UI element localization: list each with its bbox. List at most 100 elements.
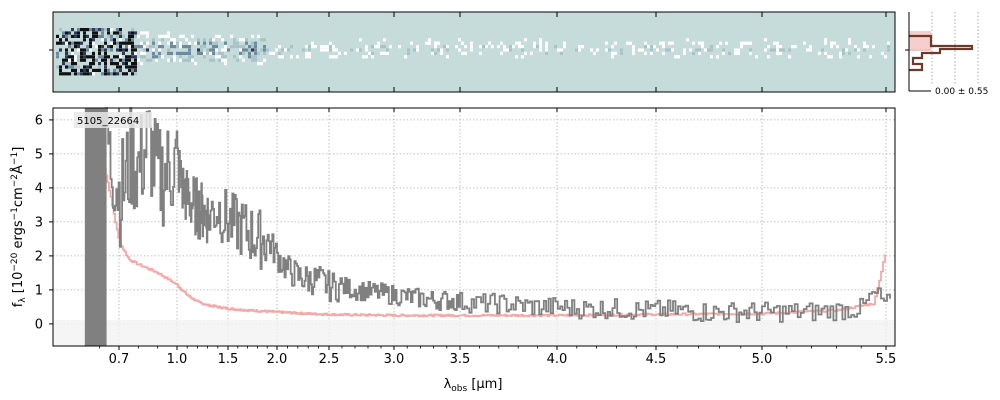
- spectrum-2d-pixel: [224, 55, 227, 59]
- spectrum-2d-pixel: [92, 72, 95, 76]
- spectrum-2d-pixel: [65, 41, 68, 45]
- spectrum-2d-pixel: [749, 51, 752, 55]
- spectrum-2d-pixel: [71, 68, 74, 72]
- spectrum-2d-pixel: [173, 45, 176, 49]
- spectrum-2d-pixel: [188, 48, 191, 52]
- spectrum-2d-pixel: [827, 55, 830, 59]
- spectrum-2d-pixel: [437, 48, 440, 52]
- spectrum-2d-pixel: [281, 55, 284, 59]
- spectrum-2d-pixel: [302, 48, 305, 52]
- spectrum-2d-pixel: [344, 51, 347, 55]
- spectrum-2d-pixel: [581, 45, 584, 49]
- spectrum-2d-pixel: [854, 48, 857, 52]
- spectrum-2d-pixel: [161, 55, 164, 59]
- spectrum-2d-pixel: [71, 34, 74, 38]
- spectrum-2d-pixel: [794, 45, 797, 49]
- spectrum-2d-pixel: [716, 45, 719, 49]
- spectrum-2d-pixel: [320, 45, 323, 49]
- spectrum-2d-pixel: [692, 51, 695, 55]
- spectrum-2d-pixel: [92, 38, 95, 42]
- spectrum-2d-pixel: [212, 45, 215, 49]
- spectrum-2d-pixel: [722, 51, 725, 55]
- spectrum-2d-pixel: [701, 45, 704, 49]
- spectrum-2d-pixel: [746, 41, 749, 45]
- spectrum-2d-pixel: [407, 48, 410, 52]
- spectrum-2d-pixel: [110, 45, 113, 49]
- spectrum-2d-pixel: [212, 51, 215, 55]
- spectrum-2d-pixel: [749, 48, 752, 52]
- spectrum-2d-pixel: [65, 58, 68, 62]
- spectrum-2d-pixel: [596, 48, 599, 52]
- spectrum-2d-pixel: [62, 62, 65, 66]
- spectrum-2d-pixel: [74, 31, 77, 35]
- spectrum-2d-pixel: [62, 41, 65, 45]
- spectrum-2d-pixel: [101, 31, 104, 35]
- spectrum-2d-pixel: [122, 51, 125, 55]
- spectrum-2d-pixel: [734, 48, 737, 52]
- spectrum-2d-pixel: [155, 55, 158, 59]
- spectrum-2d-pixel: [611, 55, 614, 59]
- spectrum-2d-pixel: [65, 55, 68, 59]
- spectrum-2d-pixel: [281, 48, 284, 52]
- spectrum-2d-pixel: [620, 51, 623, 55]
- spectrum-2d-pixel: [605, 41, 608, 45]
- spectrum-2d-pixel: [683, 51, 686, 55]
- spectrum-2d-pixel: [803, 41, 806, 45]
- spectrum-2d-pixel: [128, 31, 131, 35]
- spectrum-2d-pixel: [65, 34, 68, 38]
- spectrum-2d-pixel: [278, 45, 281, 49]
- spectrum-2d-pixel: [671, 41, 674, 45]
- spectrum-2d-pixel: [863, 45, 866, 49]
- spectrum-2d-pixel: [737, 48, 740, 52]
- spectrum-2d-pixel: [335, 48, 338, 52]
- spectrum-2d-pixel: [260, 38, 263, 42]
- spectrum-2d-pixel: [104, 28, 107, 32]
- spectrum-2d-pixel: [125, 58, 128, 62]
- spectrum-2d-pixel: [86, 34, 89, 38]
- spectrum-2d-pixel: [71, 45, 74, 49]
- spectrum-2d-pixel: [89, 38, 92, 42]
- spectrum-2d-pixel: [842, 51, 845, 55]
- spectrum-2d-pixel: [125, 38, 128, 42]
- spectrum-2d-pixel: [95, 28, 98, 32]
- x-tick-label: 1.0: [167, 352, 188, 367]
- spectrum-2d-pixel: [203, 38, 206, 42]
- spectrum-2d-pixel: [254, 48, 257, 52]
- spectrum-2d-pixel: [122, 41, 125, 45]
- spectrum-2d-pixel: [77, 58, 80, 62]
- spectrum-2d-pixel: [116, 68, 119, 72]
- spectrum-2d-pixel: [638, 48, 641, 52]
- spectrum-2d-pixel: [104, 48, 107, 52]
- spectrum-2d-pixel: [134, 58, 137, 62]
- spectrum-2d-pixel: [269, 51, 272, 55]
- spectrum-2d-pixel: [86, 28, 89, 32]
- spectrum-2d-pixel: [215, 55, 218, 59]
- spectrum-2d-pixel: [80, 41, 83, 45]
- spectrum-2d-pixel: [119, 55, 122, 59]
- spectrum-2d-pixel: [56, 65, 59, 69]
- spectrum-2d-pixel: [740, 41, 743, 45]
- spectrum-2d-pixel: [188, 55, 191, 59]
- spectrum-2d-pixel: [116, 62, 119, 66]
- spectrum-2d-pixel: [194, 41, 197, 45]
- spectrum-2d-pixel: [101, 45, 104, 49]
- spectrum-2d-pixel: [203, 55, 206, 59]
- spectrum-2d-pixel: [776, 45, 779, 49]
- spectrum-2d-pixel: [536, 45, 539, 49]
- spectrum-2d-pixel: [131, 45, 134, 49]
- spectrum-2d-pixel: [101, 38, 104, 42]
- spectrum-2d-pixel: [68, 31, 71, 35]
- spectrum-2d-pixel: [725, 41, 728, 45]
- spectrum-2d-pixel: [128, 68, 131, 72]
- spectrum-2d-pixel: [788, 48, 791, 52]
- spectrum-2d-pixel: [545, 41, 548, 45]
- spectrum-2d-pixel: [824, 38, 827, 42]
- spectrum-2d-pixel: [122, 34, 125, 38]
- spectrum-2d-pixel: [371, 51, 374, 55]
- spectrum-2d-pixel: [77, 72, 80, 76]
- spectrum-2d-pixel: [116, 28, 119, 32]
- spectrum-2d-pixel: [380, 51, 383, 55]
- y-tick-label: 6: [35, 113, 43, 128]
- spectrum-2d-pixel: [608, 48, 611, 52]
- spectrum-2d-pixel: [92, 28, 95, 32]
